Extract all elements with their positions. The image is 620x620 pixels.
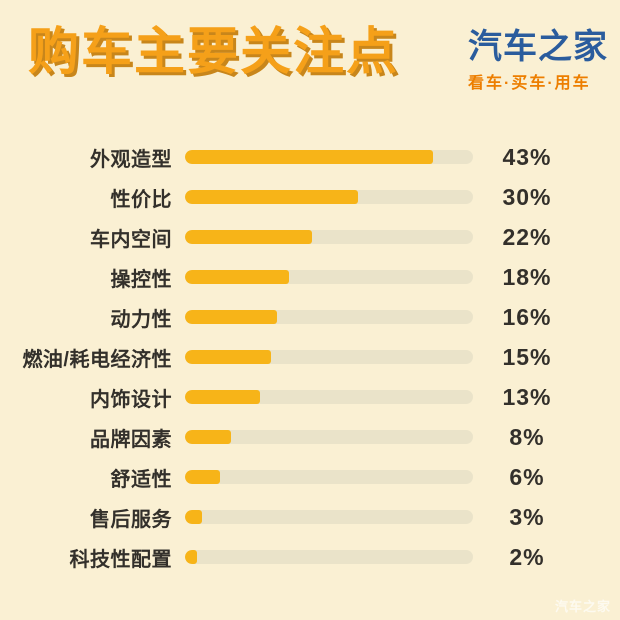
bar-track (185, 390, 473, 404)
bar-fill (185, 230, 312, 244)
bar-track (185, 510, 473, 524)
bar-track (185, 350, 473, 364)
value-label: 30% (502, 183, 552, 210)
chart-row: 售后服务 3% (0, 497, 620, 537)
chart-row: 内饰设计 13% (0, 377, 620, 417)
header: 购车主要关注点 汽车之家 看车·买车·用车 (28, 23, 608, 93)
logo-tagline: 看车·买车·用车 (468, 74, 591, 92)
bar-track (185, 310, 473, 324)
category-label: 燃油/耗电经济性 (22, 348, 172, 371)
bar-track (185, 430, 473, 444)
watermark: 汽车之家 (554, 599, 611, 614)
value-label: 22% (502, 223, 552, 250)
bar-fill (185, 270, 289, 284)
bar-fill (185, 550, 197, 564)
bar-track (185, 550, 473, 564)
value-label: 16% (502, 303, 552, 330)
category-label: 品牌因素 (90, 428, 172, 451)
bar-track (185, 270, 473, 284)
chart-row: 科技性配置 2% (0, 537, 620, 577)
bar-track (185, 190, 473, 204)
value-label: 2% (509, 543, 545, 570)
value-label: 3% (509, 503, 545, 530)
value-label: 8% (509, 423, 545, 450)
category-label: 售后服务 (90, 508, 172, 531)
value-label: 43% (502, 143, 552, 170)
bar-fill (185, 190, 358, 204)
category-label: 动力性 (110, 308, 172, 331)
value-label: 6% (509, 463, 545, 490)
chart-row: 性价比 30% (0, 177, 620, 217)
chart-row: 操控性 18% (0, 257, 620, 297)
category-label: 内饰设计 (90, 388, 172, 411)
logo-wordmark: 汽车之家 (468, 28, 608, 66)
category-label: 舒适性 (110, 468, 172, 491)
bar-track (185, 470, 473, 484)
category-label: 车内空间 (90, 228, 172, 251)
category-label: 操控性 (110, 268, 172, 291)
autohome-logo: 汽车之家 看车·买车·用车 (468, 24, 608, 93)
bar-track (185, 150, 473, 164)
chart-row: 品牌因素 8% (0, 417, 620, 457)
category-label: 外观造型 (90, 148, 172, 171)
bar-fill (185, 350, 272, 364)
bar-fill (185, 310, 278, 324)
chart-row: 动力性 16% (0, 297, 620, 337)
chart-row: 舒适性 6% (0, 457, 620, 497)
page-title: 购车主要关注点 (28, 23, 400, 80)
chart-row: 车内空间 22% (0, 217, 620, 257)
category-label: 性价比 (110, 188, 172, 211)
bar-track (185, 230, 473, 244)
bar-fill (185, 390, 260, 404)
bar-fill (185, 470, 220, 484)
bar-chart: 外观造型 43% 性价比 30% 车内空间 22% 操控性 18% 动力性 16% 燃油/耗电经济性… (0, 137, 620, 577)
bar-fill (185, 150, 433, 164)
value-label: 15% (502, 343, 552, 370)
value-label: 13% (502, 383, 552, 410)
category-label: 科技性配置 (69, 548, 172, 571)
bar-fill (185, 430, 232, 444)
chart-row: 外观造型 43% (0, 137, 620, 177)
value-label: 18% (502, 263, 552, 290)
bar-fill (185, 510, 203, 524)
chart-row: 燃油/耗电经济性 15% (0, 337, 620, 377)
